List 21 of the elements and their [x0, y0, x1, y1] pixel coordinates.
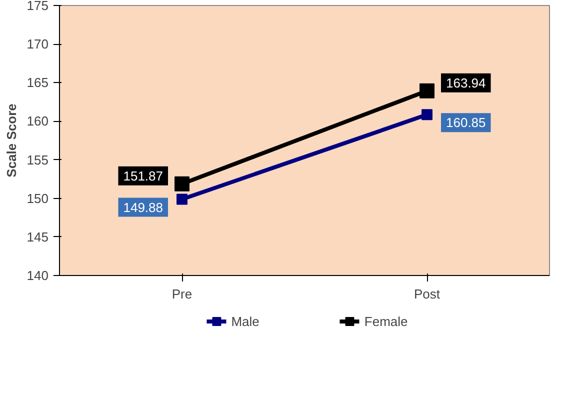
y-tick-label: 175	[26, 0, 49, 13]
legend-label: Male	[231, 314, 260, 328]
point	[422, 109, 432, 120]
point	[176, 194, 188, 205]
x-tick-label: Post	[414, 286, 440, 302]
data-label: 163.94	[446, 75, 486, 90]
y-axis-title: Scale Score	[4, 104, 19, 178]
x-tick-label: Pre	[172, 286, 192, 302]
y-tick-label: 150	[26, 190, 49, 206]
y-tick-label: 160	[26, 114, 49, 129]
y-tick-label: 155	[26, 152, 49, 168]
y-tick-label: 145	[26, 229, 49, 244]
point	[174, 176, 190, 192]
point	[420, 83, 434, 98]
data-label: 149.88	[123, 200, 164, 215]
y-tick-label: 165	[26, 75, 49, 90]
data-label: 160.85	[446, 115, 486, 130]
legend-label: Female	[364, 314, 408, 328]
y-tick-label: 170	[26, 36, 49, 52]
y-tick-label: 140	[26, 268, 49, 283]
data-label: 151.87	[123, 168, 164, 184]
